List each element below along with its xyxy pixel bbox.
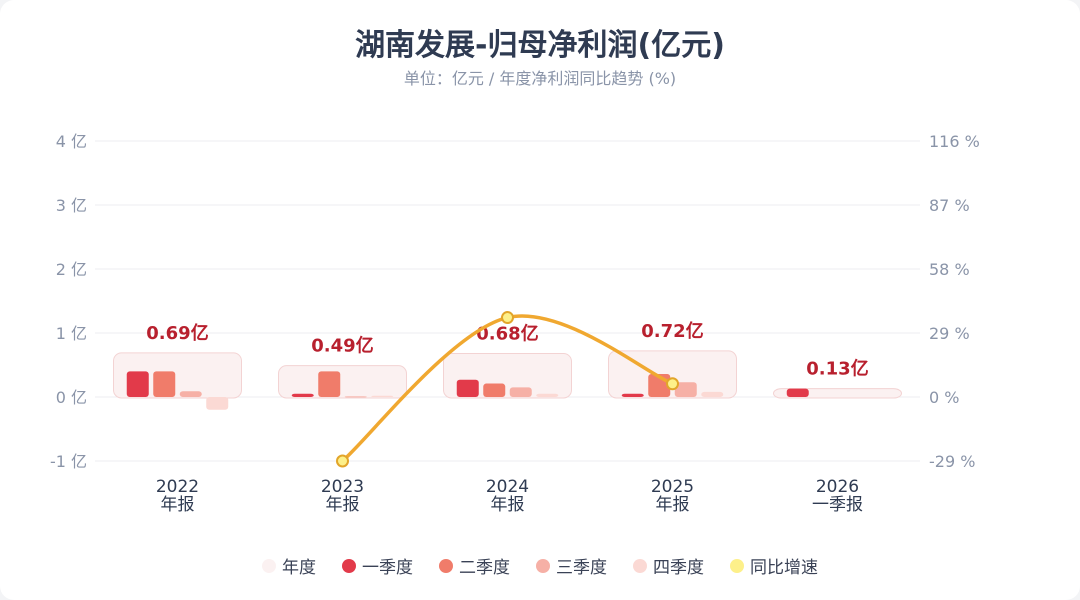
quarter-bar bbox=[483, 383, 506, 397]
legend-item[interactable]: 三季度 bbox=[536, 553, 607, 578]
quarter-bar bbox=[456, 379, 479, 397]
legend-item[interactable]: 一季度 bbox=[342, 553, 413, 578]
legend-item[interactable]: 年度 bbox=[262, 553, 316, 578]
x-tick-sublabel: 一季报 bbox=[812, 495, 863, 515]
legend-swatch-icon bbox=[439, 558, 453, 573]
annual-bar bbox=[608, 350, 737, 399]
chart-subtitle: 单位：亿元 / 年度净利润同比趋势 (%) bbox=[403, 69, 677, 88]
legend-item[interactable]: 二季度 bbox=[439, 553, 510, 578]
y-right-tick-label: 29 % bbox=[929, 324, 970, 343]
legend-swatch-icon bbox=[342, 558, 356, 573]
quarter-bar bbox=[674, 382, 697, 397]
annual-data-label: 0.13亿 bbox=[806, 358, 868, 380]
quarter-bar bbox=[371, 395, 394, 397]
x-tick-sublabel: 年报 bbox=[656, 495, 690, 515]
quarter-bar bbox=[536, 393, 559, 397]
yoy-point bbox=[666, 377, 679, 391]
quarter-bar bbox=[318, 371, 341, 397]
legend-item[interactable]: 同比增速 bbox=[730, 553, 818, 578]
y-right-tick-label: 87 % bbox=[929, 196, 970, 215]
y-right-tick-label: 0 % bbox=[929, 388, 959, 407]
quarter-bar bbox=[344, 396, 367, 398]
legend-label: 同比增速 bbox=[750, 558, 818, 578]
annual-data-label: 0.49亿 bbox=[311, 335, 373, 357]
quarter-bar bbox=[701, 391, 724, 397]
x-tick-label: 2025 bbox=[651, 477, 694, 497]
quarter-bar bbox=[153, 371, 176, 397]
legend-label: 年度 bbox=[282, 558, 316, 578]
x-tick-sublabel: 年报 bbox=[491, 495, 525, 515]
legend-label: 二季度 bbox=[459, 558, 510, 578]
legend-label: 三季度 bbox=[556, 558, 607, 578]
x-tick-label: 2023 bbox=[321, 477, 364, 497]
y-left-tick-label: 3 亿 bbox=[56, 196, 87, 215]
legend-swatch-icon bbox=[730, 558, 744, 573]
annual-data-label: 0.69亿 bbox=[146, 322, 208, 344]
y-left-tick-label: -1 亿 bbox=[50, 452, 87, 471]
y-left-tick-label: 4 亿 bbox=[56, 132, 87, 151]
annual-data-label: 0.72亿 bbox=[641, 320, 703, 342]
y-left-tick-label: 0 亿 bbox=[56, 388, 87, 407]
x-tick-label: 2026 bbox=[816, 477, 859, 497]
quarter-bar bbox=[179, 391, 202, 397]
y-right-tick-label: 116 % bbox=[929, 132, 980, 151]
quarter-bar bbox=[291, 393, 314, 397]
legend-swatch-icon bbox=[536, 558, 550, 573]
chart-title: 湖南发展-归母净利润(亿元) bbox=[355, 28, 725, 63]
legend-label: 四季度 bbox=[653, 558, 704, 578]
yoy-point bbox=[336, 454, 349, 468]
annual-bar bbox=[278, 365, 407, 399]
x-tick-label: 2024 bbox=[486, 477, 529, 497]
quarter-bar bbox=[206, 397, 229, 410]
quarter-bar bbox=[786, 388, 809, 397]
y-right-tick-label: -29 % bbox=[929, 452, 975, 471]
x-tick-sublabel: 年报 bbox=[326, 495, 360, 515]
annual-data-label: 0.68亿 bbox=[476, 322, 538, 344]
legend-swatch-icon bbox=[633, 558, 647, 573]
y-left-tick-label: 2 亿 bbox=[56, 260, 87, 279]
yoy-point bbox=[501, 311, 514, 325]
quarter-bar bbox=[126, 371, 149, 397]
x-tick-label: 2022 bbox=[156, 477, 199, 497]
legend-item[interactable]: 四季度 bbox=[633, 553, 704, 578]
x-tick-sublabel: 年报 bbox=[161, 495, 195, 515]
legend-label: 一季度 bbox=[362, 558, 413, 578]
y-left-tick-label: 1 亿 bbox=[56, 324, 87, 343]
y-right-tick-label: 58 % bbox=[929, 260, 970, 279]
legend-swatch-icon bbox=[262, 558, 276, 573]
chart-legend: 年度 一季度 二季度 三季度 四季度 同比增速 bbox=[0, 553, 1080, 578]
quarter-bar bbox=[509, 387, 532, 397]
quarter-bar bbox=[621, 393, 644, 397]
